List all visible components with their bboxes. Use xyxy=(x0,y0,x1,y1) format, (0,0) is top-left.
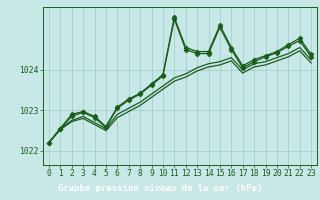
Text: Graphe pression niveau de la mer (hPa): Graphe pression niveau de la mer (hPa) xyxy=(58,184,262,193)
